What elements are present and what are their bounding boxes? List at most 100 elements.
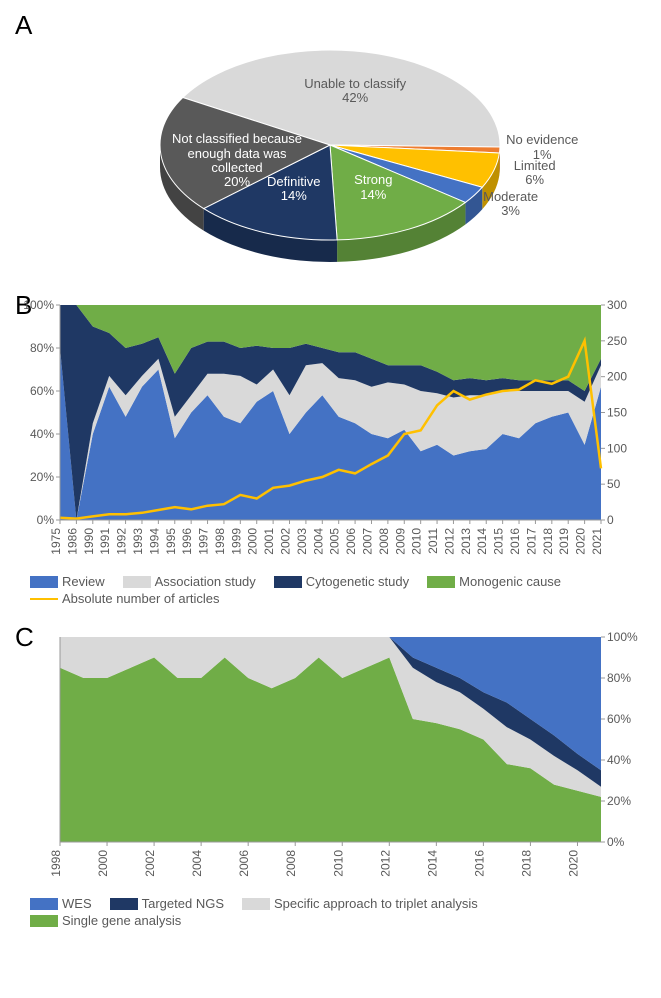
panel-b: B 0%20%40%60%80%100%05010015020025030019… [10, 290, 651, 612]
x-tick: 2007 [360, 528, 374, 555]
x-tick: 2019 [557, 528, 571, 555]
x-tick: 2016 [472, 850, 486, 877]
legend-item: Monogenic cause [427, 574, 561, 589]
panel-b-chart-wrap: 0%20%40%60%80%100%0501001502002503001975… [10, 290, 651, 612]
x-tick: 2001 [262, 528, 276, 555]
x-tick: 2011 [426, 528, 440, 554]
yright-tick: 80% [607, 671, 631, 685]
x-tick: 2010 [331, 850, 345, 877]
legend-swatch [30, 898, 58, 910]
x-tick: 1992 [115, 528, 129, 555]
yleft-tick: 80% [30, 341, 54, 355]
yright-tick: 200 [607, 370, 627, 384]
legend-label: Single gene analysis [62, 913, 181, 928]
panel-c-legend: WES Targeted NGS Specific approach to trip… [10, 892, 651, 934]
x-tick: 2020 [566, 850, 580, 877]
yright-tick: 40% [607, 753, 631, 767]
yright-tick: 60% [607, 712, 631, 726]
pie-slice-label: Not classified becauseenough data was co… [167, 132, 307, 189]
legend-swatch [123, 576, 151, 588]
legend-item: Targeted NGS [110, 896, 224, 911]
yright-tick: 0 [607, 513, 614, 527]
x-tick: 2000 [246, 528, 260, 555]
legend-item: WES [30, 896, 92, 911]
x-tick: 1991 [98, 528, 112, 555]
x-tick: 2006 [344, 528, 358, 555]
x-tick: 2018 [519, 850, 533, 877]
x-tick: 2014 [475, 528, 489, 555]
x-tick: 2008 [284, 850, 298, 877]
legend-swatch [110, 898, 138, 910]
legend-item: Cytogenetic study [274, 574, 409, 589]
yleft-tick: 40% [30, 427, 54, 441]
panel-a: A Unable to classify42%No evidence1%Limi… [10, 10, 651, 280]
x-tick: 2012 [378, 850, 392, 877]
x-tick: 2013 [459, 528, 473, 555]
pie-container: Unable to classify42%No evidence1%Limite… [10, 10, 651, 280]
legend-item: Absolute number of articles [30, 591, 220, 606]
legend-label: Absolute number of articles [62, 591, 220, 606]
legend-item: Single gene analysis [30, 913, 181, 928]
x-tick: 1986 [65, 528, 79, 555]
yleft-tick: 0% [37, 513, 55, 527]
panel-c-chart-wrap: 0%20%40%60%80%100%1998200020022004200620… [10, 622, 651, 934]
x-tick: 1999 [229, 528, 243, 555]
x-tick: 1975 [49, 528, 63, 555]
legend-item: Specific approach to triplet analysis [242, 896, 478, 911]
x-tick: 2014 [425, 850, 439, 877]
x-tick: 2003 [295, 528, 309, 555]
legend-item: Association study [123, 574, 256, 589]
x-tick: 2017 [524, 528, 538, 555]
x-tick: 2006 [237, 850, 251, 877]
legend-swatch [427, 576, 455, 588]
yright-tick: 100 [607, 441, 627, 455]
legend-label: Targeted NGS [142, 896, 224, 911]
legend-swatch [30, 598, 58, 600]
yleft-tick: 20% [30, 470, 54, 484]
x-tick: 2004 [311, 528, 325, 555]
legend-label: Review [62, 574, 105, 589]
pie-slice-label: Moderate3% [441, 190, 581, 219]
panel-b-chart: 0%20%40%60%80%100%0501001502002503001975… [10, 290, 651, 570]
x-tick: 1998 [213, 528, 227, 555]
x-tick: 2009 [393, 528, 407, 555]
x-tick: 1997 [197, 528, 211, 555]
x-tick: 1990 [82, 528, 96, 555]
legend-swatch [30, 576, 58, 588]
panel-c-chart: 0%20%40%60%80%100%1998200020022004200620… [10, 622, 651, 892]
x-tick: 2002 [143, 850, 157, 877]
legend-label: Cytogenetic study [306, 574, 409, 589]
x-tick: 2008 [377, 528, 391, 555]
panel-c: C 0%20%40%60%80%100%19982000200220042006… [10, 622, 651, 934]
legend-swatch [242, 898, 270, 910]
legend-label: Monogenic cause [459, 574, 561, 589]
x-tick: 2016 [508, 528, 522, 555]
yright-tick: 300 [607, 298, 627, 312]
panel-b-legend: Review Association study Cytogenetic study… [10, 570, 651, 612]
x-tick: 2021 [590, 528, 604, 555]
legend-label: WES [62, 896, 92, 911]
x-tick: 1994 [147, 528, 161, 555]
x-tick: 2012 [442, 528, 456, 555]
yright-tick: 50 [607, 477, 621, 491]
legend-item: Review [30, 574, 105, 589]
pie-slice-label: Unable to classify42% [285, 77, 425, 106]
yleft-tick: 60% [30, 384, 54, 398]
x-tick: 2000 [96, 850, 110, 877]
x-tick: 2005 [328, 528, 342, 555]
x-tick: 2004 [190, 850, 204, 877]
yright-tick: 0% [607, 835, 625, 849]
x-tick: 2020 [574, 528, 588, 555]
legend-swatch [274, 576, 302, 588]
x-tick: 2010 [410, 528, 424, 555]
yright-tick: 20% [607, 794, 631, 808]
x-tick: 2002 [279, 528, 293, 555]
x-tick: 1993 [131, 528, 145, 555]
legend-label: Specific approach to triplet analysis [274, 896, 478, 911]
x-tick: 2015 [492, 528, 506, 555]
yleft-tick: 100% [23, 298, 54, 312]
yright-tick: 250 [607, 334, 627, 348]
x-tick: 1998 [49, 850, 63, 877]
x-tick: 1996 [180, 528, 194, 555]
legend-label: Association study [155, 574, 256, 589]
